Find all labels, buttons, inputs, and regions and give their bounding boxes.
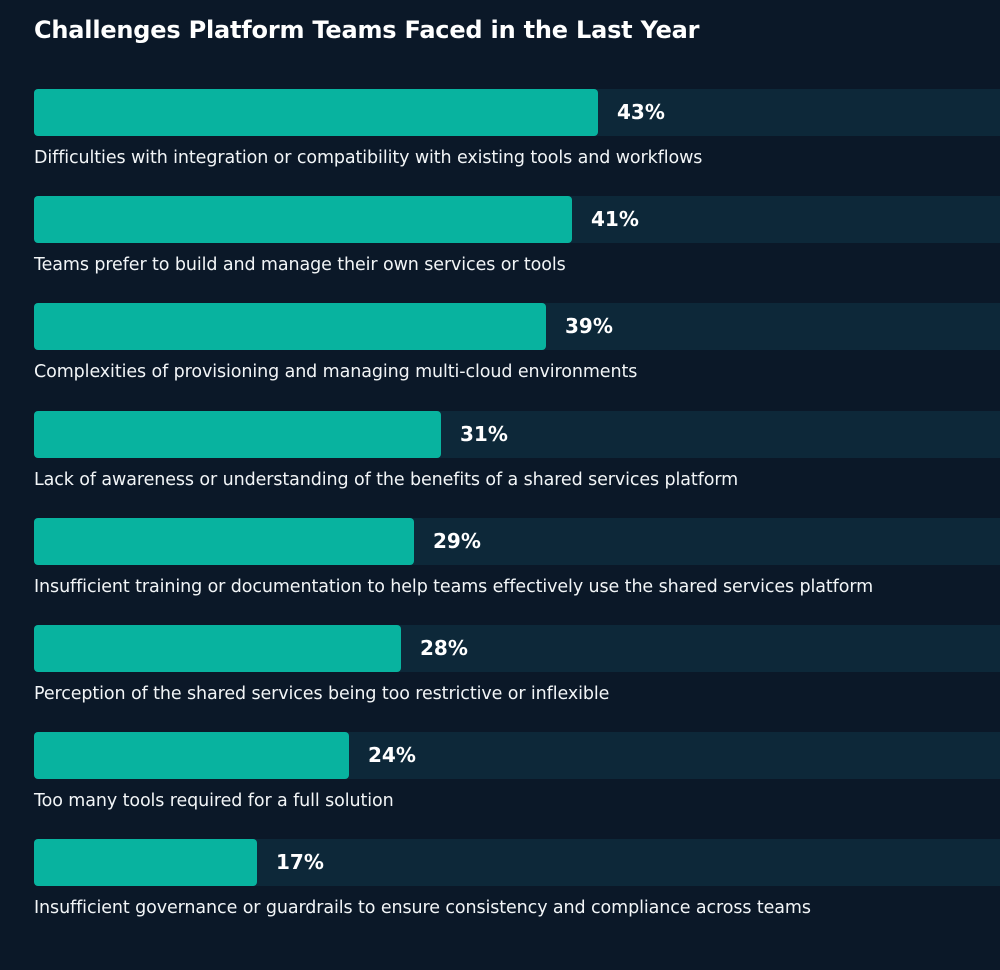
bar — [34, 89, 598, 136]
bar-value-label: 28% — [420, 636, 468, 660]
category-label: Difficulties with integration or compati… — [34, 148, 703, 168]
bar-row: 24% Too many tools required for a full so… — [34, 732, 1000, 822]
bar — [34, 303, 546, 350]
bar — [34, 518, 414, 565]
bar-value-label: 17% — [276, 850, 324, 874]
category-label: Insufficient training or documentation t… — [34, 577, 874, 597]
bar-row: 43% Difficulties with integration or comp… — [34, 89, 1000, 179]
bar-row: 31% Lack of awareness or understanding of… — [34, 411, 1000, 501]
bar-row: 28% Perception of the shared services bei… — [34, 625, 1000, 715]
bar — [34, 625, 401, 672]
category-label: Lack of awareness or understanding of th… — [34, 470, 739, 490]
category-label: Insufficient governance or guardrails to… — [34, 898, 811, 918]
bar-row: 39% Complexities of provisioning and mana… — [34, 303, 1000, 393]
bar-value-label: 29% — [433, 529, 481, 553]
bar-row: 41% Teams prefer to build and manage thei… — [34, 196, 1000, 286]
bar — [34, 839, 257, 886]
bar-row: 29% Insufficient training or documentatio… — [34, 518, 1000, 608]
category-label: Teams prefer to build and manage their o… — [34, 255, 566, 275]
category-label: Perception of the shared services being … — [34, 684, 610, 704]
bar-value-label: 24% — [368, 743, 416, 767]
category-label: Complexities of provisioning and managin… — [34, 362, 638, 382]
bar — [34, 732, 349, 779]
bar — [34, 411, 441, 458]
bar-value-label: 39% — [565, 314, 613, 338]
bar-row: 17% Insufficient governance or guardrails… — [34, 839, 1000, 929]
bar-value-label: 31% — [460, 422, 508, 446]
chart-title: Challenges Platform Teams Faced in the L… — [34, 16, 700, 44]
category-label: Too many tools required for a full solut… — [34, 791, 394, 811]
bar-value-label: 41% — [591, 207, 639, 231]
bar — [34, 196, 572, 243]
bar-value-label: 43% — [617, 100, 665, 124]
